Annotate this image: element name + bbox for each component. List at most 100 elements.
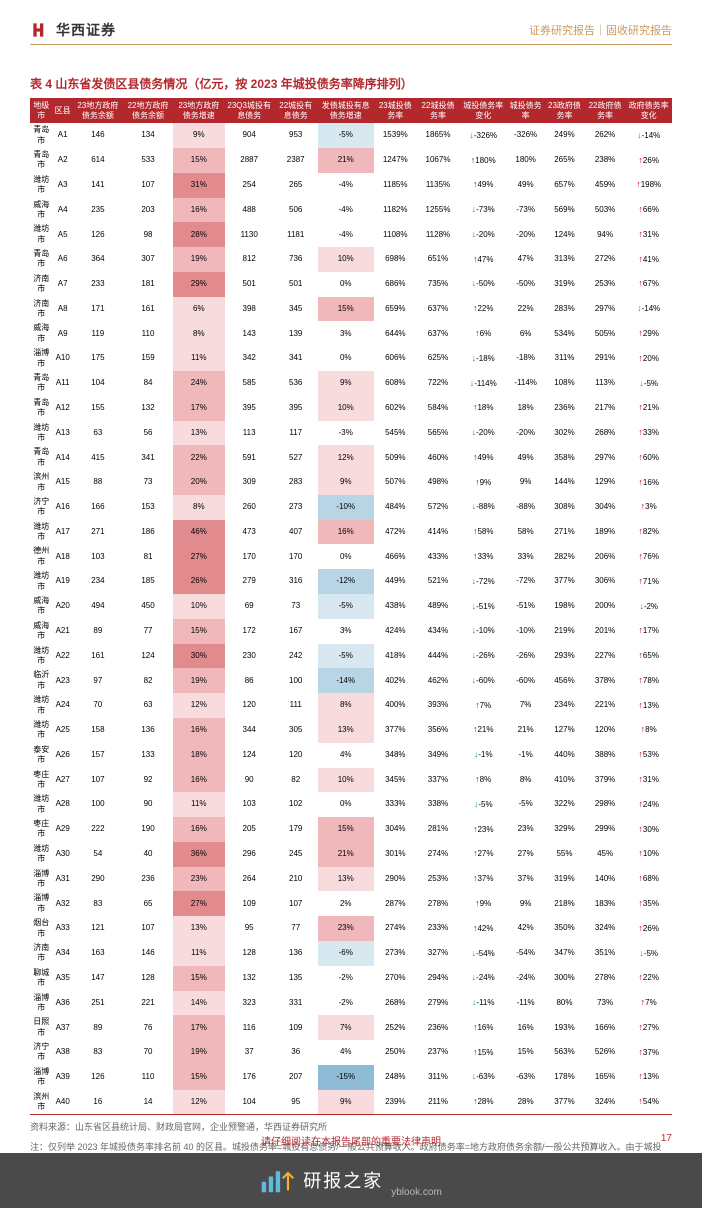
table-cell: 211% bbox=[417, 1090, 460, 1115]
table-cell: 319% bbox=[544, 272, 585, 297]
report-header: 华西证券 证券研究报告｜固收研究报告 bbox=[30, 20, 672, 45]
table-cell: 183% bbox=[585, 891, 626, 916]
table-cell: 37% bbox=[507, 867, 544, 892]
table-cell: -4% bbox=[318, 198, 374, 223]
table-cell: -6% bbox=[318, 941, 374, 966]
table-cell: -114% bbox=[507, 371, 544, 396]
table-cell: 132 bbox=[123, 396, 173, 421]
table-cell: 119 bbox=[73, 321, 123, 346]
table-cell: 84 bbox=[123, 371, 173, 396]
column-header: 城投债务率 bbox=[507, 98, 544, 123]
table-cell: -88% bbox=[507, 495, 544, 520]
table-cell: 济宁市 bbox=[30, 1040, 53, 1065]
column-header: 23Q3城投有息债务 bbox=[225, 98, 274, 123]
table-cell: 泰安市 bbox=[30, 743, 53, 768]
table-cell: 95 bbox=[274, 1090, 318, 1115]
table-cell: -73% bbox=[507, 198, 544, 223]
table-cell: 威海市 bbox=[30, 321, 53, 346]
table-cell: 烟台市 bbox=[30, 916, 53, 941]
table-cell: ↑33% bbox=[459, 544, 507, 569]
table-cell: ↓-60% bbox=[459, 668, 507, 693]
table-cell: A13 bbox=[53, 421, 73, 446]
table-cell: 9% bbox=[318, 470, 374, 495]
table-cell: 103 bbox=[225, 792, 274, 817]
table-cell: 100 bbox=[274, 668, 318, 693]
table-cell: 218% bbox=[544, 891, 585, 916]
table-cell: 枣庄市 bbox=[30, 817, 53, 842]
table-cell: 449% bbox=[374, 569, 417, 594]
table-cell: 170 bbox=[274, 544, 318, 569]
table-cell: 69 bbox=[225, 594, 274, 619]
table-row: 潍坊市A13635613%113117-3%545%565%↓-20%-20%3… bbox=[30, 421, 672, 446]
table-cell: 233 bbox=[73, 272, 123, 297]
table-row: 潍坊市A24706312%1201118%400%393%↑7%7%234%22… bbox=[30, 693, 672, 718]
table-cell: 186 bbox=[123, 520, 173, 545]
table-cell: ↑37% bbox=[459, 867, 507, 892]
table-cell: 8% bbox=[173, 321, 224, 346]
table-cell: 407 bbox=[274, 520, 318, 545]
table-cell: 222 bbox=[73, 817, 123, 842]
table-cell: ↓-14% bbox=[625, 297, 672, 322]
table-cell: 21% bbox=[318, 148, 374, 173]
table-cell: 185 bbox=[123, 569, 173, 594]
table-cell: 23% bbox=[507, 817, 544, 842]
table-cell: 293% bbox=[544, 644, 585, 669]
table-cell: -51% bbox=[507, 594, 544, 619]
table-cell: 356% bbox=[417, 718, 460, 743]
table-cell: -5% bbox=[507, 792, 544, 817]
table-cell: 219% bbox=[544, 619, 585, 644]
table-title: 表 4 山东省发债区县债务情况（亿元，按 2023 年城投债务率降序排列） bbox=[30, 75, 672, 92]
table-cell: 33% bbox=[507, 544, 544, 569]
table-cell: 242 bbox=[274, 644, 318, 669]
table-cell: 230 bbox=[225, 644, 274, 669]
footer-banner: 研报之家 yblook.com bbox=[0, 1153, 702, 1208]
table-cell: 111 bbox=[274, 693, 318, 718]
table-cell: 395 bbox=[225, 396, 274, 421]
table-cell: 8% bbox=[173, 495, 224, 520]
table-cell: 201% bbox=[585, 619, 626, 644]
table-row: 济南市A3416314611%128136-6%273%327%↓-54%-54… bbox=[30, 941, 672, 966]
table-row: 烟台市A3312110713%957723%274%233%↑42%42%350… bbox=[30, 916, 672, 941]
table-cell: 89 bbox=[73, 619, 123, 644]
table-cell: ↑17% bbox=[625, 619, 672, 644]
table-cell: 14% bbox=[173, 991, 224, 1016]
table-cell: 15% bbox=[318, 297, 374, 322]
table-cell: 262% bbox=[585, 123, 626, 148]
table-cell: 20% bbox=[173, 470, 224, 495]
table-cell: 248% bbox=[374, 1065, 417, 1090]
table-cell: 319% bbox=[544, 867, 585, 892]
table-cell: -26% bbox=[507, 644, 544, 669]
table-cell: 97 bbox=[73, 668, 123, 693]
table-cell: 126 bbox=[73, 1065, 123, 1090]
table-cell: 65 bbox=[123, 891, 173, 916]
table-cell: 234% bbox=[544, 693, 585, 718]
column-header: 23地方政府债务增速 bbox=[173, 98, 224, 123]
table-cell: 166 bbox=[73, 495, 123, 520]
table-cell: 63 bbox=[73, 421, 123, 446]
table-cell: 94% bbox=[585, 222, 626, 247]
table-cell: 124 bbox=[123, 644, 173, 669]
table-cell: 青岛市 bbox=[30, 247, 53, 272]
table-cell: 1185% bbox=[374, 173, 417, 198]
table-cell: 812 bbox=[225, 247, 274, 272]
table-cell: 83 bbox=[73, 891, 123, 916]
table-cell: 127% bbox=[544, 718, 585, 743]
table-row: 枣庄市A2922219016%20517915%304%281%↑23%23%3… bbox=[30, 817, 672, 842]
table-cell: 15% bbox=[173, 966, 224, 991]
table-cell: ↑49% bbox=[459, 173, 507, 198]
table-cell: 1130 bbox=[225, 222, 274, 247]
table-cell: ↓-1% bbox=[459, 743, 507, 768]
table-cell: -10% bbox=[318, 495, 374, 520]
table-cell: A1 bbox=[53, 123, 73, 148]
table-cell: 444% bbox=[417, 644, 460, 669]
table-cell: 221 bbox=[123, 991, 173, 1016]
table-cell: 129% bbox=[585, 470, 626, 495]
table-cell: 120 bbox=[274, 743, 318, 768]
table-cell: 180% bbox=[507, 148, 544, 173]
table-cell: 161 bbox=[123, 297, 173, 322]
table-cell: 299% bbox=[585, 817, 626, 842]
table-cell: 273% bbox=[374, 941, 417, 966]
table-cell: ↑9% bbox=[459, 891, 507, 916]
table-cell: 331 bbox=[274, 991, 318, 1016]
table-cell: 潍坊市 bbox=[30, 842, 53, 867]
